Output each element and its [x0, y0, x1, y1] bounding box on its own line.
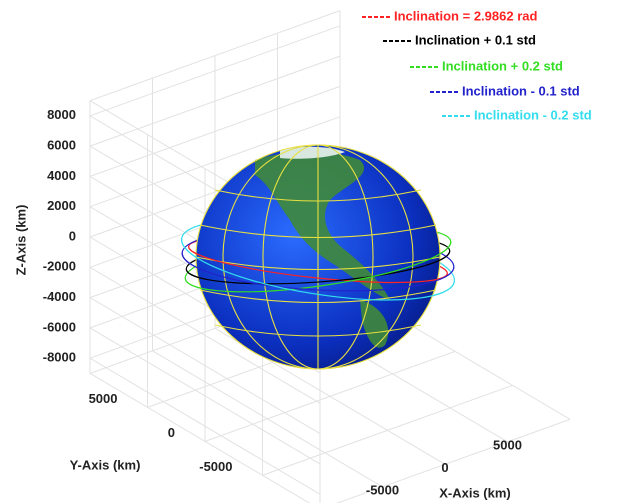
z-tick-label: -4000 — [43, 289, 76, 304]
legend-label: Inclination + 0.1 std — [415, 32, 536, 47]
z-tick-label: 4000 — [47, 168, 76, 183]
ice — [280, 146, 345, 159]
continent — [255, 151, 390, 300]
legend-label: Inclination - 0.1 std — [462, 83, 580, 98]
x-tick-label: 5000 — [493, 437, 522, 452]
z-tick-label: 2000 — [47, 198, 76, 213]
z-tick-label: 6000 — [47, 138, 76, 153]
z-tick-label: -6000 — [43, 319, 76, 334]
z-tick-label: -2000 — [43, 259, 76, 274]
graticule — [195, 144, 441, 370]
grid-line — [152, 350, 383, 488]
orbit-front — [181, 238, 455, 301]
x-axis-label: X-Axis (km) — [439, 485, 511, 500]
z-tick-label: -8000 — [43, 350, 76, 365]
orbit-front — [181, 252, 455, 292]
front-layer — [181, 238, 455, 301]
y-axis-label: Y-Axis (km) — [70, 457, 141, 472]
z-tick-label: 8000 — [47, 107, 76, 122]
z-tick-label: 0 — [69, 228, 76, 243]
legend-label: Inclination - 0.2 std — [474, 107, 592, 122]
y-tick-label: 5000 — [89, 391, 118, 406]
legend-label: Inclination = 2.9862 rad — [394, 8, 537, 23]
orbit-front — [188, 246, 448, 284]
continent — [360, 300, 389, 348]
y-tick-label: 0 — [168, 425, 175, 440]
x-tick-label: 0 — [441, 460, 448, 475]
globe — [195, 144, 441, 370]
z-axis-label: Z-Axis (km) — [13, 205, 28, 276]
legend-label: Inclination + 0.2 std — [442, 58, 563, 73]
orbit-front — [185, 250, 451, 285]
orbit-front — [184, 241, 452, 293]
y-tick-label: -5000 — [199, 459, 232, 474]
x-tick-label: -5000 — [366, 482, 399, 497]
